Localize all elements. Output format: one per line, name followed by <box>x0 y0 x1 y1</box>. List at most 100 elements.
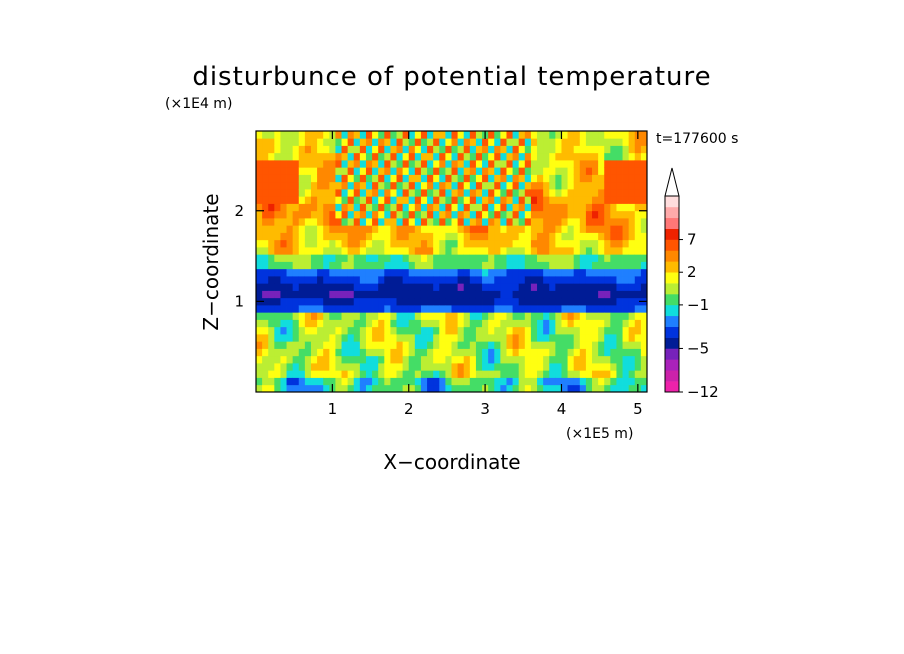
heatmap-cell <box>482 225 489 233</box>
heatmap-cell <box>329 268 336 277</box>
heatmap-cell <box>274 203 281 212</box>
heatmap-cell <box>543 261 550 270</box>
heatmap-cell <box>390 218 397 226</box>
heatmap-cell <box>329 319 336 328</box>
heatmap-cell <box>433 341 440 349</box>
heatmap-cell <box>524 290 532 299</box>
heatmap-cell <box>390 145 397 154</box>
heatmap-cell <box>274 297 281 306</box>
heatmap-cell <box>622 160 630 168</box>
heatmap-cell <box>573 312 581 320</box>
heatmap-cell <box>280 377 287 386</box>
heatmap-cell <box>622 268 630 277</box>
heatmap-cell <box>274 276 281 284</box>
heatmap-cell <box>604 225 611 233</box>
heatmap-cell <box>610 174 617 183</box>
heatmap-cell <box>359 174 367 183</box>
heatmap-cell <box>329 305 336 313</box>
heatmap-cell <box>512 196 520 204</box>
heatmap-cell <box>475 145 483 154</box>
heatmap-cell <box>359 232 367 241</box>
heatmap-cell <box>329 174 336 183</box>
heatmap-cell <box>530 261 538 270</box>
heatmap-cell <box>512 167 520 175</box>
heatmap-cell <box>384 203 391 212</box>
heatmap-cell <box>341 145 349 154</box>
heatmap-cell <box>500 290 507 299</box>
heatmap-cell <box>280 312 287 320</box>
heatmap-cell <box>347 152 355 161</box>
heatmap-cell <box>500 160 507 168</box>
heatmap-cell <box>427 225 434 233</box>
heatmap-cell <box>610 370 617 378</box>
heatmap-cell <box>506 203 513 212</box>
heatmap-cell <box>390 189 397 197</box>
x-tick-label: 3 <box>480 400 490 418</box>
heatmap-cell <box>598 261 605 270</box>
heatmap-cell <box>353 218 361 226</box>
heatmap-cell <box>347 145 355 154</box>
heatmap-cell <box>598 305 605 313</box>
heatmap-cell <box>549 239 556 248</box>
heatmap-cell <box>494 377 501 386</box>
heatmap-cell <box>280 210 287 219</box>
heatmap-cell <box>378 196 385 204</box>
heatmap-cell <box>414 247 422 255</box>
heatmap-cell <box>530 377 538 386</box>
heatmap-cell <box>341 160 349 168</box>
heatmap-cell <box>433 232 440 241</box>
heatmap-cell <box>634 210 642 219</box>
heatmap-cell <box>268 247 275 255</box>
heatmap-cell <box>543 319 550 328</box>
heatmap-cell <box>524 160 532 168</box>
heatmap-cell <box>549 312 556 320</box>
heatmap-cell <box>463 276 471 284</box>
heatmap-cell <box>469 160 477 168</box>
heatmap-cell <box>274 225 281 233</box>
heatmap-cell <box>482 334 489 342</box>
heatmap-cell <box>451 210 459 219</box>
heatmap-cell <box>256 145 263 154</box>
heatmap-cell <box>262 370 269 378</box>
heatmap-cell <box>414 138 422 146</box>
heatmap-cell <box>469 181 477 190</box>
heatmap-cell <box>567 174 575 183</box>
heatmap-cell <box>353 290 361 299</box>
heatmap-cell <box>262 225 269 233</box>
heatmap-cell <box>414 167 422 175</box>
colorbar-swatch <box>665 250 679 262</box>
heatmap-cell <box>420 355 428 364</box>
heatmap-cell <box>598 384 605 393</box>
heatmap-cell <box>335 384 342 393</box>
heatmap-cell <box>286 370 294 378</box>
heatmap-cell <box>390 312 397 320</box>
heatmap-cell <box>616 363 623 371</box>
heatmap-cell <box>555 189 562 197</box>
heatmap-cell <box>494 225 501 233</box>
heatmap-cell <box>488 297 495 306</box>
heatmap-cell <box>506 384 513 393</box>
heatmap-cell <box>500 377 507 386</box>
heatmap-cell <box>304 355 312 364</box>
heatmap-cell <box>433 196 440 204</box>
heatmap-cell <box>335 181 342 190</box>
heatmap-cell <box>341 341 349 349</box>
heatmap-cell <box>475 363 483 371</box>
heatmap-cell <box>482 348 489 357</box>
heatmap-cell <box>640 305 648 313</box>
heatmap-cell <box>396 384 404 393</box>
heatmap-cell <box>488 174 495 183</box>
heatmap-cell <box>262 297 269 306</box>
heatmap-cell <box>592 167 599 175</box>
heatmap-cell <box>317 145 324 154</box>
heatmap-cell <box>304 377 312 386</box>
heatmap-cell <box>359 290 367 299</box>
heatmap-cell <box>262 160 269 168</box>
heatmap-cell <box>482 167 489 175</box>
heatmap-cell <box>420 341 428 349</box>
heatmap-cell <box>573 167 581 175</box>
heatmap-cell <box>347 319 355 328</box>
heatmap-cell <box>500 254 507 262</box>
heatmap-cell <box>482 319 489 328</box>
heatmap-cell <box>469 247 477 255</box>
